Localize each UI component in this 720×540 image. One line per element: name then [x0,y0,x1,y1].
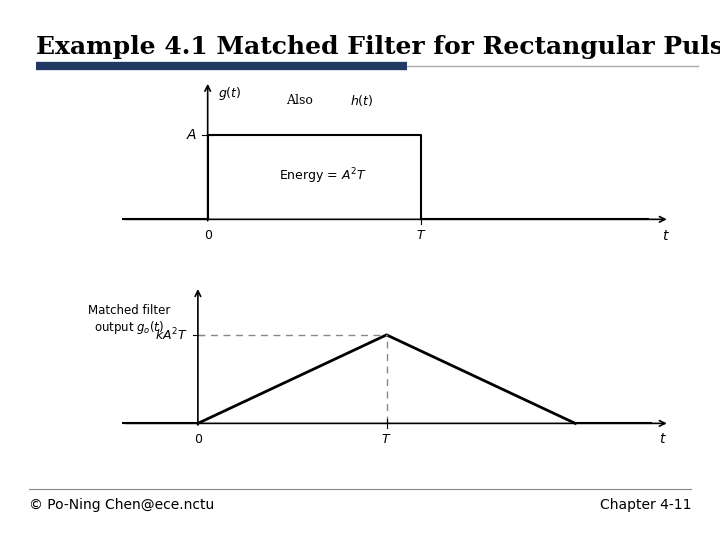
Text: Chapter 4-11: Chapter 4-11 [600,498,691,512]
Text: $T$: $T$ [382,433,392,446]
Text: Also: Also [286,94,317,107]
Text: $A$: $A$ [186,129,197,143]
Text: $kA^2T$: $kA^2T$ [156,327,189,343]
Text: 0: 0 [194,433,202,446]
Text: $g(t)$: $g(t)$ [218,85,242,102]
Text: Example 4.1 Matched Filter for Rectangular Pulse: Example 4.1 Matched Filter for Rectangul… [36,35,720,59]
Text: $t$: $t$ [660,432,667,446]
Text: 0: 0 [204,230,212,242]
Text: Matched filter: Matched filter [88,303,170,316]
Text: Energy = $A^2T$: Energy = $A^2T$ [279,166,367,186]
Text: © Po-Ning Chen@ece.nctu: © Po-Ning Chen@ece.nctu [29,498,214,512]
Text: $h(t)$: $h(t)$ [350,93,374,108]
Text: $T$: $T$ [415,230,426,242]
Text: $t$: $t$ [662,228,670,242]
Text: output $g_o(t)$: output $g_o(t)$ [94,319,163,336]
